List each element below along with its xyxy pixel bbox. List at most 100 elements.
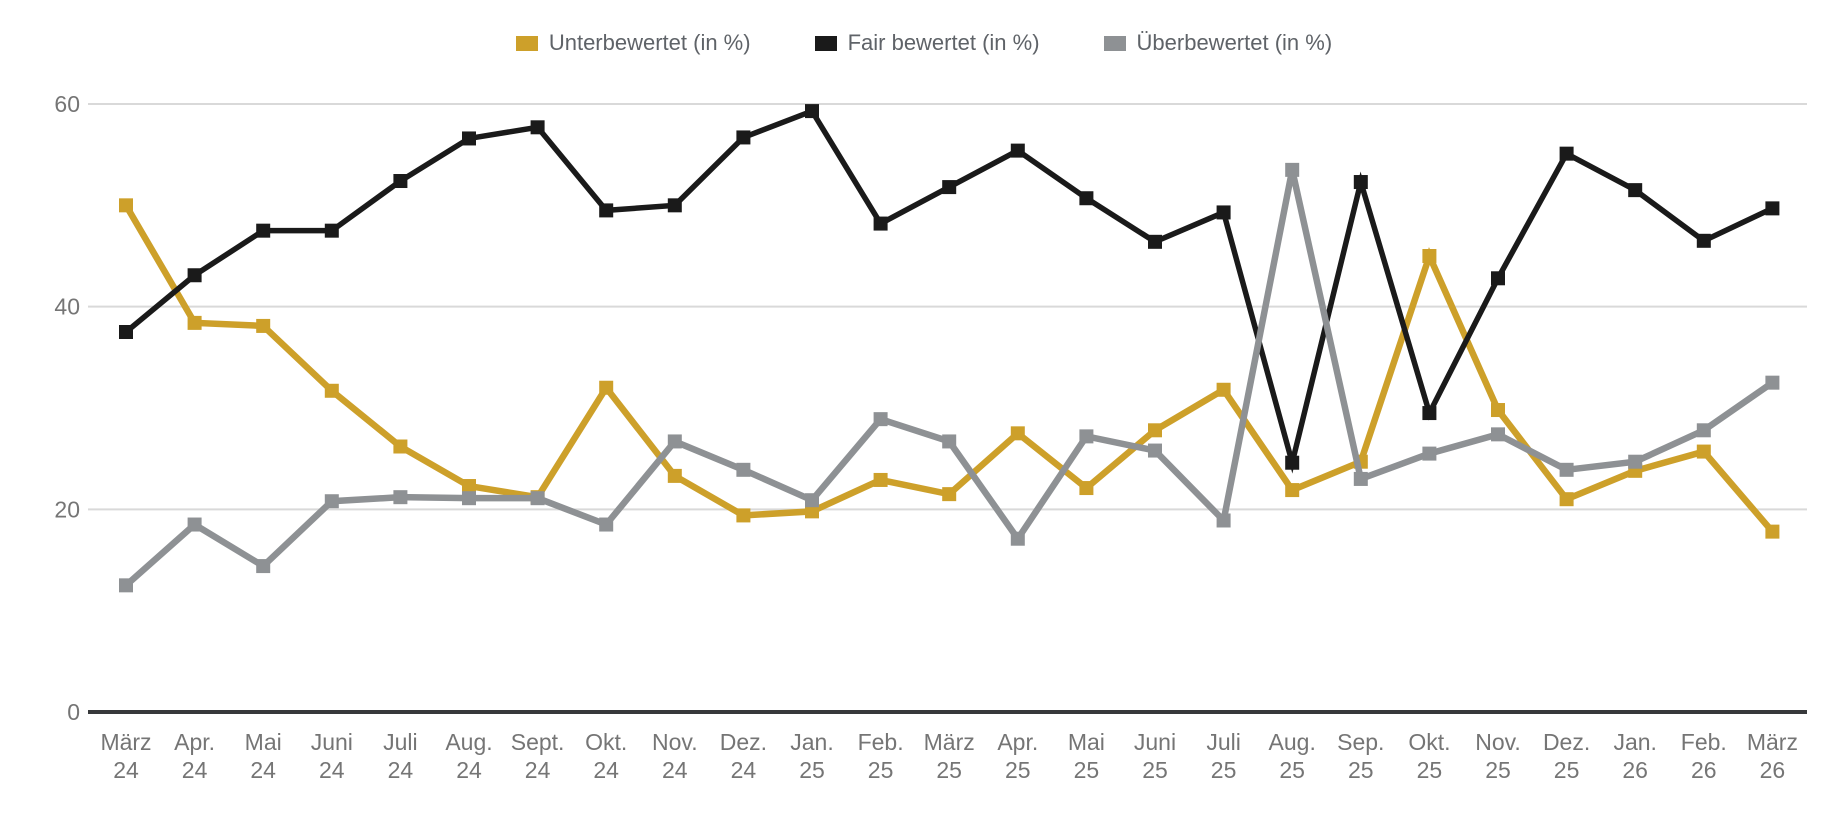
legend-label: Fair bewertet (in %) (847, 30, 1040, 55)
data-point-marker[interactable] (187, 268, 202, 283)
data-point-marker[interactable] (942, 487, 957, 502)
data-point-marker[interactable] (256, 318, 271, 333)
data-point-marker[interactable] (1285, 162, 1300, 177)
data-point-marker[interactable] (736, 462, 751, 477)
data-point-marker[interactable] (873, 216, 888, 231)
data-point-marker[interactable] (736, 130, 751, 145)
data-point-marker[interactable] (1559, 146, 1574, 161)
data-point-marker[interactable] (1422, 446, 1437, 461)
data-point-marker[interactable] (805, 493, 819, 508)
data-point-marker[interactable] (393, 490, 408, 505)
data-point-marker[interactable] (942, 180, 957, 195)
legend-item: Überbewertet (in %) (1103, 30, 1333, 56)
x-tick-label: Juni 25 (1134, 729, 1176, 783)
data-point-marker[interactable] (119, 325, 133, 340)
x-tick-label: März 25 (924, 729, 975, 783)
data-point-marker[interactable] (462, 491, 476, 506)
x-tick-label: Dez. 25 (1543, 729, 1590, 783)
data-point-marker[interactable] (1216, 382, 1231, 397)
data-point-marker[interactable] (1216, 513, 1231, 528)
data-point-marker[interactable] (1491, 271, 1505, 286)
data-point-marker[interactable] (1010, 426, 1025, 441)
data-point-marker[interactable] (256, 223, 271, 238)
x-tick-label: Sept. 24 (511, 729, 565, 783)
data-point-marker[interactable] (667, 198, 682, 213)
data-point-marker[interactable] (1148, 423, 1162, 438)
data-point-marker[interactable] (1765, 375, 1780, 390)
data-point-marker[interactable] (1628, 183, 1643, 198)
x-tick-label: Jan. 26 (1613, 729, 1656, 783)
x-tick-label: Nov. 24 (652, 729, 698, 783)
data-point-marker[interactable] (393, 174, 408, 189)
x-tick-label: Feb. 25 (858, 729, 904, 783)
data-point-marker[interactable] (1010, 143, 1025, 158)
data-point-marker[interactable] (324, 223, 339, 238)
data-point-marker[interactable] (1010, 531, 1025, 546)
x-tick-label: Okt. 24 (585, 729, 627, 783)
x-tick-label: Jan. 25 (790, 729, 833, 783)
data-point-marker[interactable] (1628, 454, 1643, 469)
data-point-marker[interactable] (805, 104, 819, 119)
data-point-marker[interactable] (187, 517, 202, 532)
data-point-marker[interactable] (942, 434, 957, 449)
data-point-marker[interactable] (1285, 483, 1300, 498)
data-point-marker[interactable] (1148, 443, 1162, 458)
x-tick-label: Juli 24 (383, 729, 418, 783)
y-tick-label: 40 (54, 294, 80, 320)
data-point-marker[interactable] (667, 434, 682, 449)
x-tick-label: Apr. 25 (997, 729, 1038, 783)
data-point-marker[interactable] (873, 412, 888, 427)
data-point-marker[interactable] (1422, 249, 1437, 264)
data-point-marker[interactable] (667, 468, 682, 483)
data-point-marker[interactable] (873, 472, 888, 487)
data-point-marker[interactable] (119, 578, 133, 593)
x-tick-label: Okt. 25 (1408, 729, 1450, 783)
data-point-marker[interactable] (1148, 234, 1162, 249)
data-point-marker[interactable] (599, 380, 614, 395)
x-tick-label: Dez. 24 (720, 729, 767, 783)
data-point-marker[interactable] (1559, 492, 1574, 507)
data-point-marker[interactable] (1765, 201, 1780, 216)
legend-swatch-icon (814, 35, 837, 51)
data-point-marker[interactable] (1079, 429, 1094, 444)
data-point-marker[interactable] (324, 383, 339, 398)
data-point-marker[interactable] (256, 559, 271, 574)
data-point-marker[interactable] (1559, 462, 1574, 477)
x-tick-label: Mai 25 (1068, 729, 1105, 783)
data-point-marker[interactable] (599, 203, 614, 218)
data-point-marker[interactable] (1491, 403, 1505, 418)
data-point-marker[interactable] (1491, 427, 1505, 442)
data-point-marker[interactable] (324, 494, 339, 509)
x-tick-label: Aug. 25 (1269, 729, 1316, 783)
data-point-marker[interactable] (530, 491, 545, 506)
data-point-marker[interactable] (119, 198, 133, 213)
data-point-marker[interactable] (1079, 481, 1094, 496)
data-point-marker[interactable] (1216, 205, 1231, 220)
data-point-marker[interactable] (805, 504, 819, 519)
data-point-marker[interactable] (1079, 191, 1094, 206)
x-tick-label: Nov. 25 (1475, 729, 1521, 783)
x-tick-label: Juli 25 (1206, 729, 1241, 783)
data-point-marker[interactable] (1353, 175, 1368, 190)
legend-label: Überbewertet (in %) (1136, 30, 1333, 55)
data-point-marker[interactable] (1696, 233, 1711, 248)
data-point-marker[interactable] (462, 131, 476, 146)
data-point-marker[interactable] (599, 517, 614, 532)
data-point-marker[interactable] (393, 439, 408, 454)
data-point-marker[interactable] (530, 120, 545, 135)
data-point-marker[interactable] (1353, 471, 1368, 486)
data-point-marker[interactable] (736, 508, 751, 523)
series-line-unterbewertet (123, 203, 1775, 534)
data-point-marker[interactable] (1285, 455, 1300, 470)
data-point-marker[interactable] (1422, 406, 1437, 421)
data-point-marker[interactable] (462, 479, 476, 494)
x-tick-label: Apr. 24 (174, 729, 215, 783)
data-point-marker[interactable] (1765, 524, 1780, 539)
x-tick-label: März 24 (100, 729, 151, 783)
data-point-marker[interactable] (1696, 444, 1711, 459)
data-point-marker[interactable] (187, 315, 202, 330)
data-point-marker[interactable] (1696, 423, 1711, 438)
x-tick-label: März 26 (1747, 729, 1798, 783)
x-tick-label: Juni 24 (311, 729, 353, 783)
chart-legend: Unterbewertet (in %) Fair bewertet (in %)… (0, 30, 1848, 56)
